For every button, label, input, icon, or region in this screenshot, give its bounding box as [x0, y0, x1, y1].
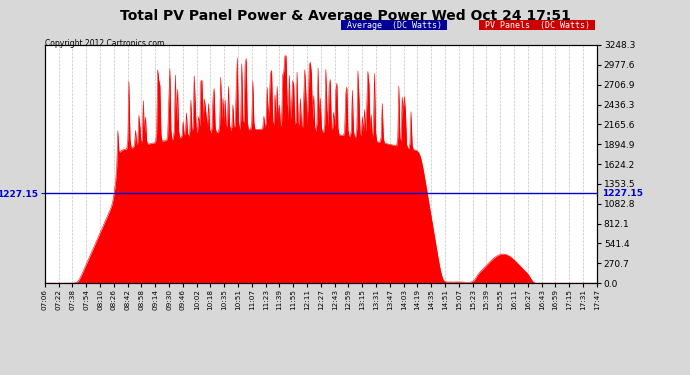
- Text: Copyright 2012 Cartronics.com: Copyright 2012 Cartronics.com: [45, 39, 164, 48]
- Text: PV Panels  (DC Watts): PV Panels (DC Watts): [480, 21, 595, 30]
- Text: Total PV Panel Power & Average Power Wed Oct 24 17:51: Total PV Panel Power & Average Power Wed…: [119, 9, 571, 23]
- Text: Average  (DC Watts): Average (DC Watts): [342, 21, 446, 30]
- Text: 1227.15: 1227.15: [602, 189, 643, 198]
